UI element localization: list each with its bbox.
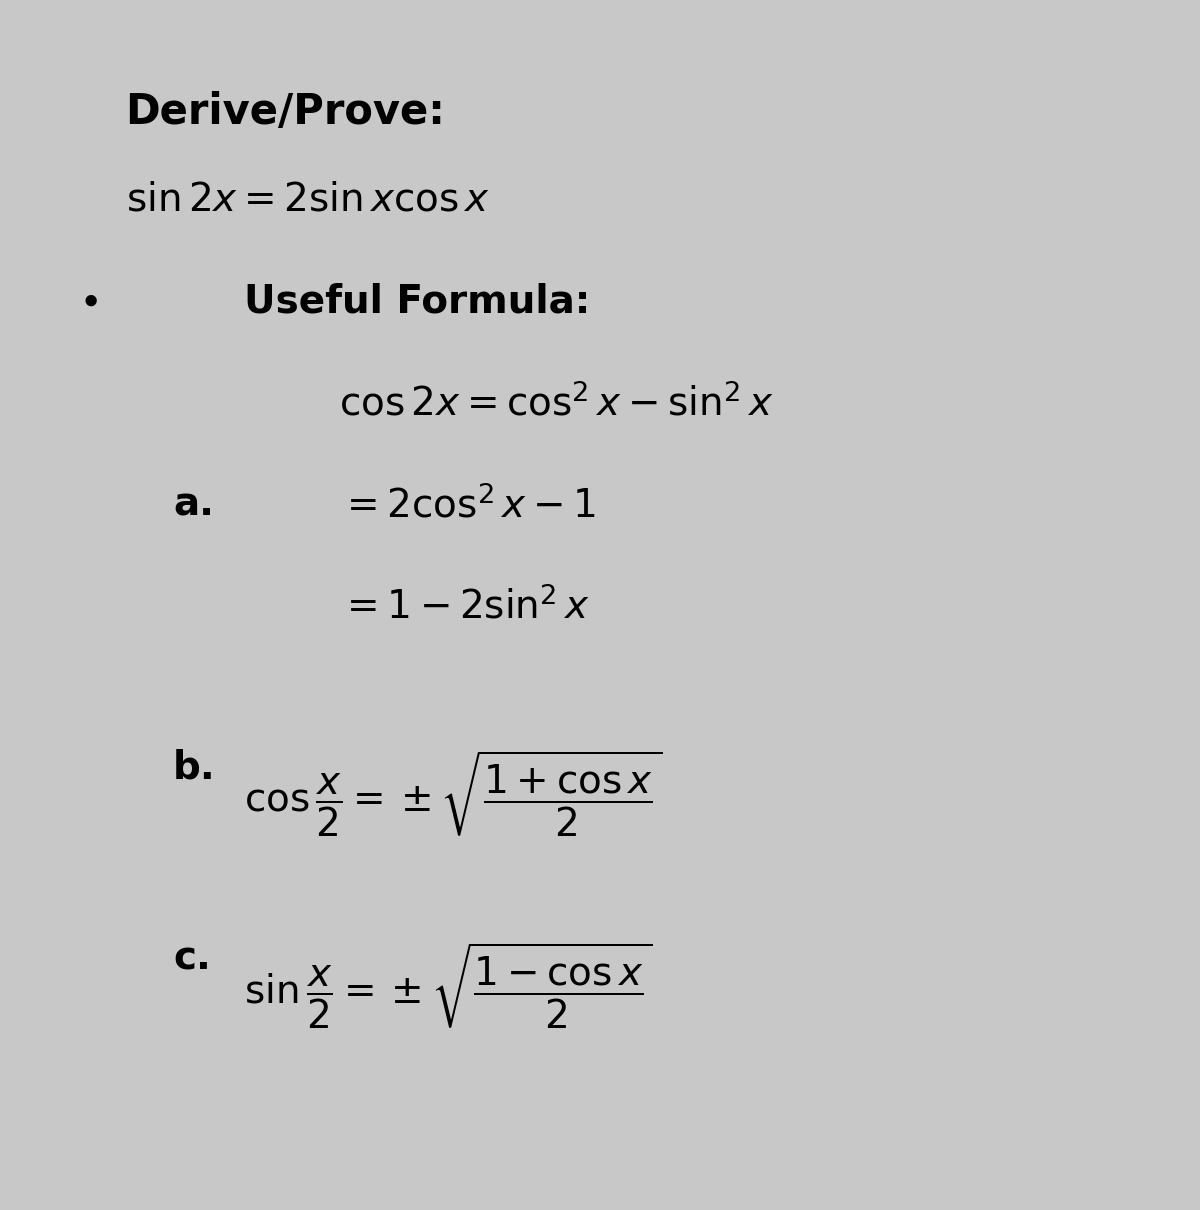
Text: b.: b. xyxy=(173,749,216,786)
Text: $= 2\cos^2 x - 1$: $= 2\cos^2 x - 1$ xyxy=(340,485,596,525)
Text: $\cos\dfrac{x}{2} = \pm\sqrt{\dfrac{1+\cos x}{2}}$: $\cos\dfrac{x}{2} = \pm\sqrt{\dfrac{1+\c… xyxy=(244,749,662,840)
Text: $\sin 2x = 2\sin x\cos x$: $\sin 2x = 2\sin x\cos x$ xyxy=(126,180,490,218)
Text: a.: a. xyxy=(173,485,214,524)
Text: Derive/Prove:: Derive/Prove: xyxy=(126,91,445,133)
Text: Useful Formula:: Useful Formula: xyxy=(244,282,590,321)
Text: c.: c. xyxy=(173,940,211,978)
Text: $\sin\dfrac{x}{2} = \pm\sqrt{\dfrac{1-\cos x}{2}}$: $\sin\dfrac{x}{2} = \pm\sqrt{\dfrac{1-\c… xyxy=(244,940,653,1031)
Text: $\cos 2x = \cos^2 x - \sin^2 x$: $\cos 2x = \cos^2 x - \sin^2 x$ xyxy=(340,384,774,423)
Text: $= 1 - 2\sin^2 x$: $= 1 - 2\sin^2 x$ xyxy=(340,587,590,627)
Text: $\bullet$: $\bullet$ xyxy=(78,282,98,321)
